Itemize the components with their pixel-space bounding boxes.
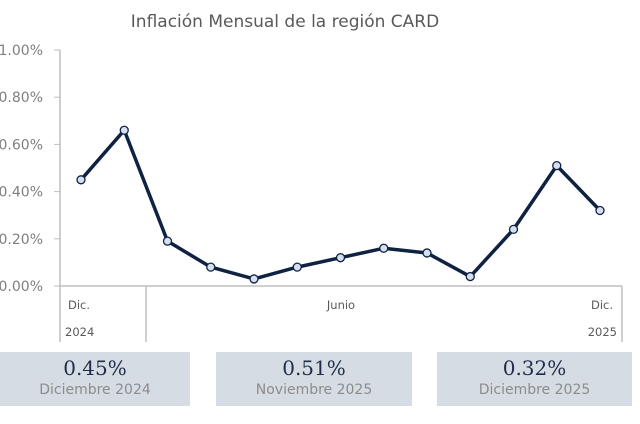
y-tick-label: 0.00% xyxy=(0,279,43,295)
y-tick-label: 0.20% xyxy=(0,232,43,248)
card-label: Noviembre 2025 xyxy=(255,382,373,398)
data-point xyxy=(508,224,519,235)
year-label-first: 2024 xyxy=(65,325,94,339)
data-point xyxy=(119,125,129,135)
summary-card-dec-2024: 0.45% Diciembre 2024 xyxy=(0,352,190,406)
chart-title: Inflación Mensual de la región CARD xyxy=(131,12,439,32)
y-tick-label: 0.80% xyxy=(0,90,43,106)
summary-card-nov-2025: 0.51% Noviembre 2025 xyxy=(216,352,412,406)
data-point xyxy=(206,262,216,272)
data-point xyxy=(162,236,173,246)
card-value: 0.32% xyxy=(502,356,567,380)
card-label: Diciembre 2024 xyxy=(39,382,151,398)
data-point xyxy=(552,160,562,171)
y-tick-label: 0.60% xyxy=(0,137,43,153)
x-label-middle: Junio xyxy=(326,298,355,312)
y-tick-label: 0.40% xyxy=(0,185,43,201)
year-label-last: 2025 xyxy=(588,325,617,339)
data-point xyxy=(249,274,259,284)
data-point xyxy=(465,271,475,282)
data-point xyxy=(595,205,605,216)
x-label-last: Dic. xyxy=(591,298,613,312)
card-label: Diciembre 2025 xyxy=(478,382,591,398)
data-point xyxy=(422,248,432,258)
x-label-first: Dic. xyxy=(68,298,90,312)
data-point xyxy=(335,253,346,263)
card-value: 0.45% xyxy=(63,356,127,380)
data-point xyxy=(76,175,86,185)
data-point xyxy=(379,243,389,253)
card-value: 0.51% xyxy=(282,356,346,380)
data-point xyxy=(292,262,302,272)
summary-card-dec-2025: 0.32% Diciembre 2025 xyxy=(437,352,632,406)
y-tick-label: 1.00% xyxy=(0,43,43,59)
